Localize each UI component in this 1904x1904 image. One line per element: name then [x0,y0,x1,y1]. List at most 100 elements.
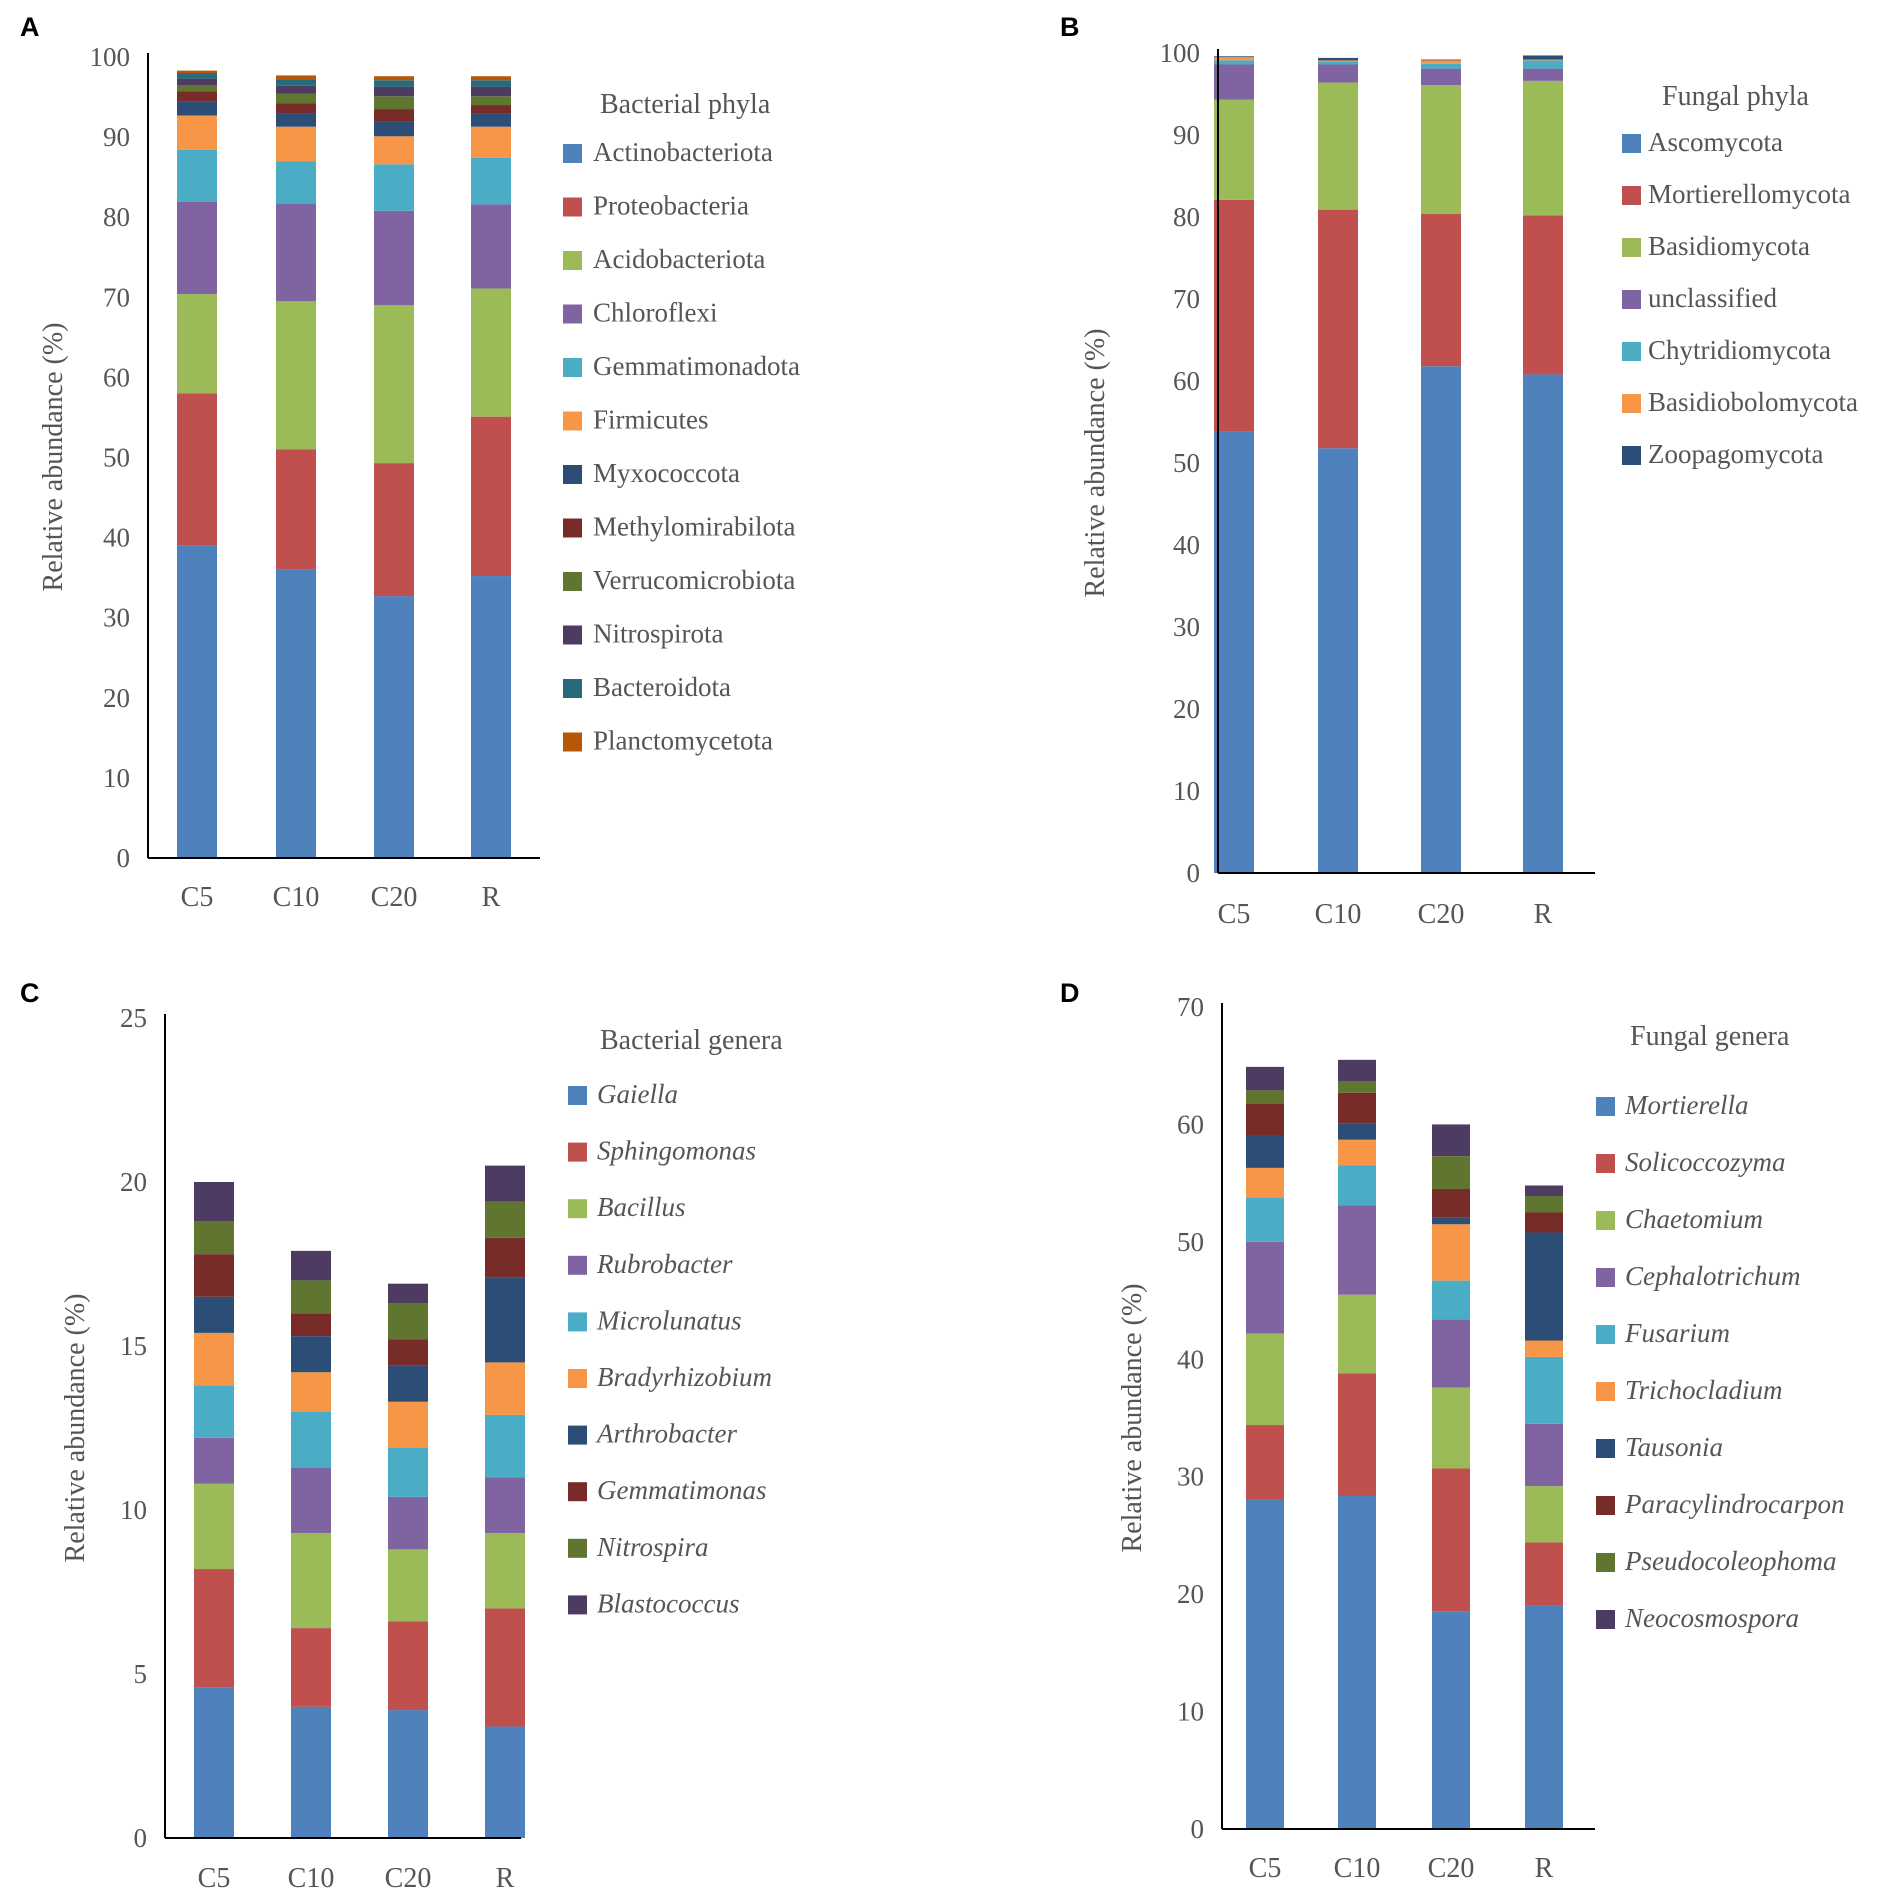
bar-segment-gaiella-c5 [194,1687,234,1838]
y-axis-label: Relative abundance (%) [1080,329,1111,598]
bar-segment-methylomirabilota-c10 [276,103,316,114]
bar-segment-methylomirabilota-c5 [177,91,217,102]
bar-segment-arthrobacter-c10 [291,1336,331,1373]
bar-segment-sphingomonas-r [485,1608,525,1727]
legend-label-chaetomium: Chaetomium [1625,1204,1763,1234]
bar-segment-chytridiomycota-c10 [1318,61,1358,65]
panel-letter: B [1060,12,1080,42]
legend-label-bacteroidota: Bacteroidota [593,672,731,702]
y-tick-label: 20 [1173,694,1200,724]
bar-segment-zoopagomycota-c20 [1421,59,1461,61]
bar-segment-rubrobacter-c10 [291,1467,331,1533]
bar-segment-blastococcus-c5 [194,1182,234,1222]
bar-segment-trichocladium-r [1525,1340,1563,1357]
bar-segment-tausonia-c10 [1338,1123,1376,1140]
y-tick-label: 60 [1177,1109,1204,1139]
bar-segment-sphingomonas-c5 [194,1569,234,1688]
y-tick-label: 30 [1177,1462,1204,1492]
bar-segment-sphingomonas-c20 [388,1621,428,1711]
bar-segment-paracylindrocarpon-r [1525,1212,1563,1233]
bar-segment-neocosmospora-c10 [1338,1059,1376,1081]
legend-label-methylomirabilota: Methylomirabilota [593,512,795,542]
legend-label-ascomycota: Ascomycota [1648,127,1783,157]
bar-segment-acidobacteriota-c20 [374,305,414,464]
bar-segment-nitrospirota-c10 [276,85,316,94]
bar-segment-ascomycota-r [1523,374,1563,873]
x-tick-label-c5: C5 [198,1863,231,1894]
bar-segment-proteobacteria-c10 [276,449,316,570]
y-tick-label: 80 [1173,202,1200,232]
legend-swatch-basidiomycota [1622,238,1641,257]
legend-label-gemmatimonadota: Gemmatimonadota [593,351,800,381]
bar-segment-chloroflexi-r [471,204,511,289]
bar-segment-basidiobolomycota-c20 [1421,60,1461,64]
bar-segment-ascomycota-c20 [1421,366,1461,873]
legend-swatch-pseudocoleophoma [1596,1553,1615,1572]
bar-segment-paracylindrocarpon-c20 [1432,1189,1470,1218]
legend-swatch-neocosmospora [1596,1610,1615,1629]
bar-segment-bradyrhizobium-r [485,1362,525,1415]
panel-letter: C [20,978,40,1008]
x-tick-label-c10: C10 [288,1863,335,1894]
bar-segment-nitrospira-c10 [291,1280,331,1314]
legend-swatch-myxococcota [563,465,582,484]
y-tick-label: 100 [90,42,131,72]
legend-swatch-paracylindrocarpon [1596,1496,1615,1515]
bar-segment-paracylindrocarpon-c10 [1338,1092,1376,1124]
legend-swatch-firmicutes [563,411,582,431]
bar-segment-basidiobolomycota-c5 [1214,57,1254,61]
bar-segment-neocosmospora-c20 [1432,1124,1470,1157]
legend-label-basidiomycota: Basidiomycota [1648,231,1810,261]
legend-swatch-nitrospirota [563,625,582,645]
x-tick-label-r: R [496,1863,515,1894]
y-tick-label: 90 [1173,120,1200,150]
legend-title: Bacterial phyla [600,89,771,120]
x-tick-label-c20: C20 [1418,899,1465,930]
legend-swatch-proteobacteria [563,197,582,217]
y-tick-label: 0 [1187,858,1201,888]
y-tick-label: 10 [1177,1697,1204,1727]
bar-segment-proteobacteria-r [471,416,511,577]
x-tick-label-c5: C5 [1249,1853,1282,1884]
bar-segment-verrucomicrobiota-c20 [374,96,414,110]
bar-segment-tausonia-r [1525,1232,1563,1341]
bar-segment-ascomycota-c5 [1214,431,1254,873]
y-tick-label: 30 [1173,612,1200,642]
y-tick-label: 80 [103,202,130,232]
bar-segment-nitrospira-c20 [388,1303,428,1340]
bar-segment-bradyrhizobium-c10 [291,1372,331,1412]
bar-segment-unclassified-c20 [1421,68,1461,85]
legend-label-chloroflexi: Chloroflexi [593,298,717,328]
y-tick-label: 0 [117,843,131,873]
bar-segment-actinobacteriota-r [471,576,511,858]
bar-segment-planctomycetota-c20 [374,76,414,81]
bar-segment-nitrospira-c5 [194,1221,234,1255]
legend-label-bradyrhizobium: Bradyrhizobium [597,1362,772,1392]
legend-swatch-gemmatimonas [568,1482,587,1502]
legend-swatch-solicoccozyma [1596,1154,1615,1173]
bar-segment-gemmatimonas-c10 [291,1313,331,1337]
x-tick-label-c20: C20 [385,1863,432,1894]
legend-swatch-fusarium [1596,1325,1615,1344]
legend-swatch-methylomirabilota [563,518,582,538]
bar-segment-chytridiomycota-c20 [1421,63,1461,69]
bar-segment-tausonia-c5 [1246,1134,1284,1168]
y-tick-label: 10 [103,763,130,793]
bar-segment-nitrospirota-c5 [177,78,217,86]
y-tick-label: 5 [134,1659,148,1689]
legend-swatch-cephalotrichum [1596,1268,1615,1287]
bar-segment-zoopagomycota-c5 [1214,56,1254,58]
legend-swatch-ascomycota [1622,134,1641,153]
bar-segment-pseudocoleophoma-c10 [1338,1080,1376,1093]
bar-segment-proteobacteria-c20 [374,463,414,597]
x-tick-label-c20: C20 [371,882,418,913]
bar-segment-sphingomonas-c10 [291,1628,331,1707]
bar-segment-neocosmospora-c5 [1246,1066,1284,1091]
bar-segment-cephalotrichum-r [1525,1423,1563,1487]
bar-segment-gemmatimonas-r [485,1237,525,1278]
legend-swatch-trichocladium [1596,1382,1615,1401]
bar-segment-proteobacteria-c5 [177,393,217,546]
bar-segment-bacteroidota-c10 [276,79,316,86]
bar-segment-firmicutes-r [471,126,511,158]
